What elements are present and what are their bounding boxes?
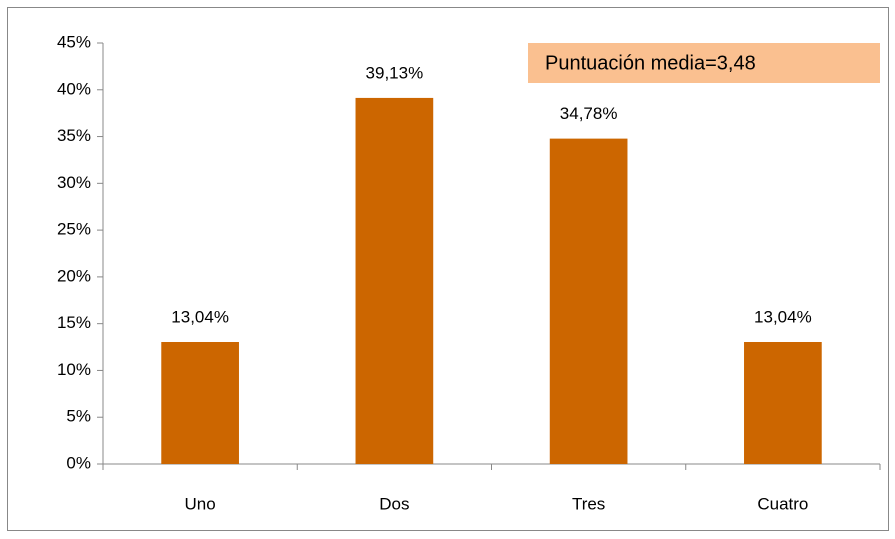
annotation-box xyxy=(528,43,880,83)
x-tick-label: Dos xyxy=(379,494,409,513)
y-tick-label: 40% xyxy=(57,79,91,98)
data-label: 13,04% xyxy=(171,307,229,326)
data-label: 39,13% xyxy=(366,63,424,82)
bar xyxy=(549,138,628,465)
y-tick-label: 15% xyxy=(57,313,91,332)
annotation: Puntuación media=3,48 xyxy=(545,52,756,74)
data-label: 13,04% xyxy=(754,307,812,326)
y-tick-label: 5% xyxy=(66,407,91,426)
bar xyxy=(161,342,239,464)
data-label: 34,78% xyxy=(560,104,618,123)
y-tick-label: 30% xyxy=(57,173,91,192)
chart-border xyxy=(7,7,889,531)
x-tick-label: Cuatro xyxy=(757,494,808,513)
y-tick-label: 35% xyxy=(57,126,91,145)
y-tick-label: 25% xyxy=(57,220,91,239)
bar xyxy=(355,97,434,464)
y-tick-label: 0% xyxy=(66,453,91,472)
y-tick-label: 10% xyxy=(57,360,91,379)
bar xyxy=(744,342,822,464)
y-tick-label: 45% xyxy=(57,32,91,51)
y-tick-label: 20% xyxy=(57,266,91,285)
x-tick-label: Tres xyxy=(572,494,605,513)
x-tick-label: Uno xyxy=(185,494,216,513)
